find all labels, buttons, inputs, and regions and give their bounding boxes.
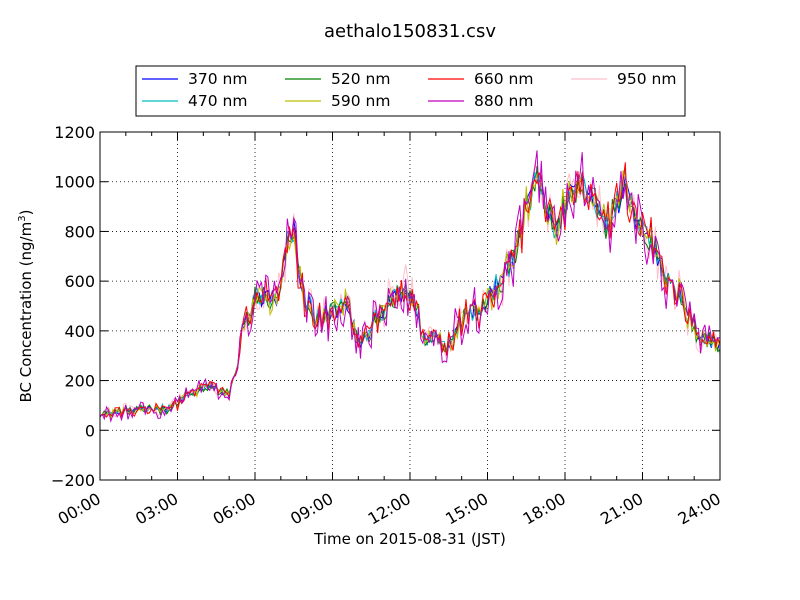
legend-label: 520 nm bbox=[331, 70, 390, 88]
y-tick-label: 0 bbox=[85, 421, 95, 440]
legend-label: 470 nm bbox=[188, 92, 247, 110]
y-tick-label: 600 bbox=[64, 272, 95, 291]
legend-box bbox=[135, 65, 686, 117]
legend-label: 880 nm bbox=[474, 92, 533, 110]
legend-label: 660 nm bbox=[474, 70, 533, 88]
chart-title: aethalo150831.csv bbox=[324, 21, 496, 42]
y-tick-label: 1200 bbox=[54, 123, 95, 142]
plot-area bbox=[99, 131, 721, 481]
y-tick-label: 400 bbox=[64, 322, 95, 341]
legend-label: 950 nm bbox=[617, 70, 676, 88]
x-axis-label: Time on 2015-08-31 (JST) bbox=[313, 530, 506, 548]
y-axis-label-main: BC Concentration (ng/m bbox=[17, 222, 35, 403]
series-line-880-nm bbox=[99, 150, 721, 423]
legend-label: 370 nm bbox=[188, 70, 247, 88]
legend: 370 nm 470 nm 520 nm 590 nm 660 nm 880 nm 950 … bbox=[135, 65, 686, 117]
series-lines bbox=[99, 150, 721, 423]
y-tick-label: −200 bbox=[51, 471, 95, 490]
legend-label: 590 nm bbox=[331, 92, 390, 110]
axis-ticks bbox=[99, 131, 721, 481]
legend-items: 370 nm 470 nm 520 nm 590 nm 660 nm 880 nm 950 … bbox=[142, 70, 676, 110]
y-axis-label-end: ) bbox=[17, 210, 35, 216]
y-tick-label: 800 bbox=[64, 222, 95, 241]
grid-lines bbox=[100, 132, 720, 480]
y-tick-labels: −200 0 200 400 600 800 1000 1200 bbox=[51, 123, 95, 490]
y-axis-label-superscript: 3 bbox=[17, 215, 28, 221]
y-tick-label: 200 bbox=[64, 372, 95, 391]
y-tick-label: 1000 bbox=[54, 173, 95, 192]
y-axis-label: BC Concentration (ng/m3) bbox=[17, 210, 35, 403]
